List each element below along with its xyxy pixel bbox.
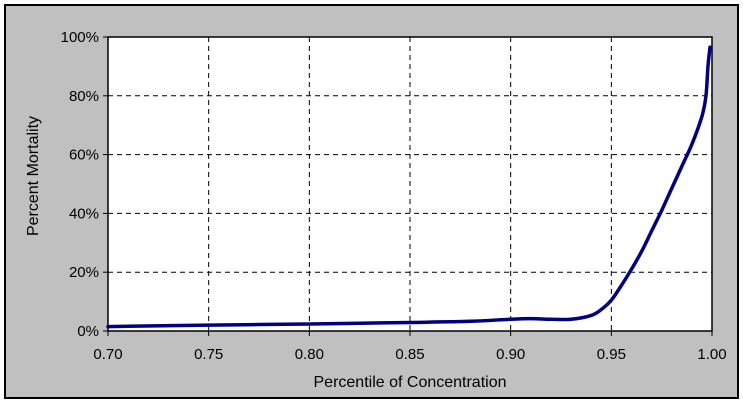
data-point: [469, 320, 471, 322]
grid-layer: [108, 37, 712, 331]
x-tick-label: 0.70: [93, 346, 122, 363]
y-tick-label: 80%: [69, 88, 99, 105]
data-point: [530, 318, 532, 320]
data-point: [707, 65, 709, 67]
data-point: [600, 308, 602, 311]
data-point: [308, 323, 310, 325]
data-point: [620, 284, 623, 287]
y-tick-label: 0%: [77, 323, 99, 340]
data-point: [691, 143, 693, 145]
data-point: [409, 321, 411, 324]
x-tick-label: 0.80: [295, 346, 324, 363]
mortality-chart: 0.70 0.75 0.80 0.85 0.90 0.95 1.00 0% 20% 40% 60% 8…: [25, 29, 727, 391]
x-axis-title: Percentile of Concentration: [314, 374, 507, 391]
data-point: [640, 251, 643, 253]
data-point: [681, 165, 683, 167]
x-tick-label: 1.00: [697, 346, 726, 363]
data-point: [550, 318, 552, 320]
chart-frame: 0.70 0.75 0.80 0.85 0.90 0.95 1.00 0% 20% 40% 60% 8…: [4, 4, 739, 399]
y-tick-label: 100%: [61, 29, 99, 46]
data-point: [590, 314, 592, 317]
data-point: [701, 115, 703, 117]
data-point: [510, 318, 512, 320]
y-tick-label: 60%: [69, 147, 99, 164]
x-tick-label: 0.75: [194, 346, 223, 363]
data-point: [651, 230, 653, 232]
tick-layer: 0.70 0.75 0.80 0.85 0.90 0.95 1.00 0% 20% 40% 60% 8…: [61, 29, 727, 363]
data-point: [208, 324, 210, 326]
y-axis-title: Percent Mortality: [25, 116, 42, 236]
data-point: [570, 318, 572, 320]
data-point: [705, 95, 707, 97]
data-point: [709, 46, 711, 48]
data-point: [610, 299, 612, 301]
y-tick-label: 40%: [69, 205, 99, 222]
data-point: [630, 268, 633, 270]
x-tick-label: 0.85: [395, 346, 424, 363]
y-tick-label: 20%: [69, 264, 99, 281]
data-point: [671, 187, 673, 190]
data-point: [107, 325, 109, 328]
series-layer: [106, 45, 712, 329]
x-tick-label: 0.95: [597, 346, 626, 363]
x-tick-label: 0.90: [496, 346, 525, 363]
data-point: [661, 209, 663, 212]
